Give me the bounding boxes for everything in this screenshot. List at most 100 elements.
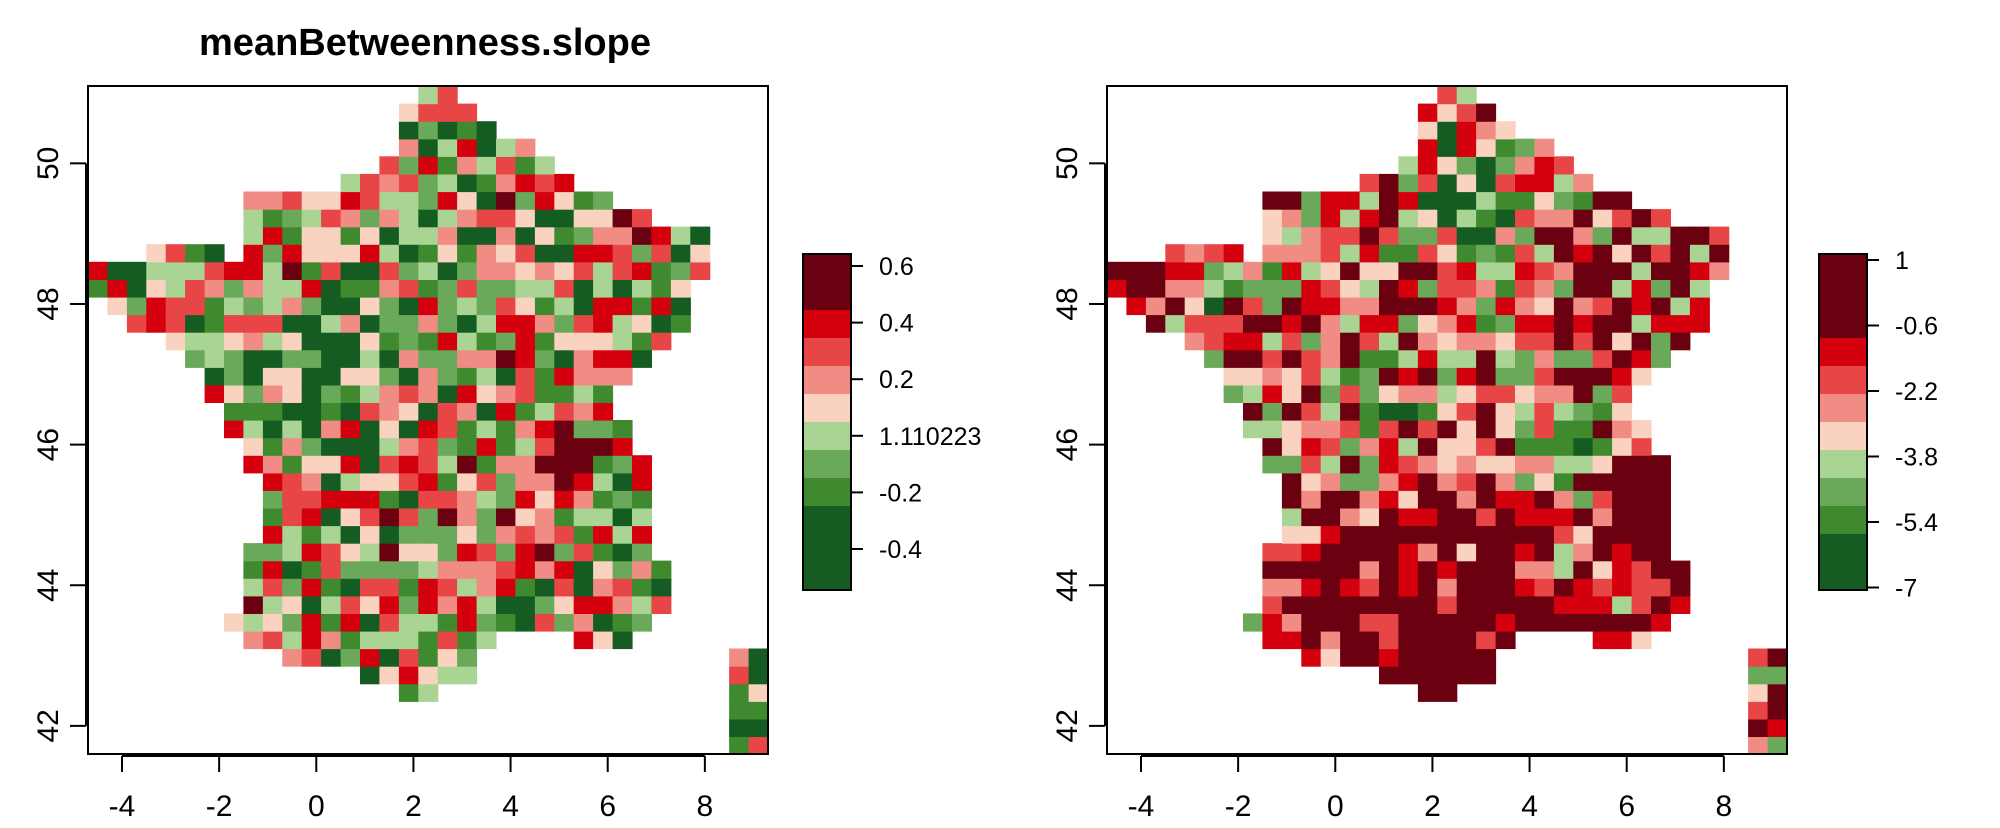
heatmap-cell [1573,296,1594,316]
heatmap-cell [379,666,400,685]
heatmap-cell [593,261,614,280]
heatmap-cell [1437,455,1458,474]
heatmap-cell [457,578,478,597]
heatmap-cell [1651,349,1671,368]
heatmap-cell [457,490,478,509]
heatmap-cell [146,279,167,298]
heatmap-cell [321,595,342,614]
heatmap-cell [612,314,633,333]
heatmap-cell [1281,402,1302,421]
heatmap-cell [1379,613,1399,632]
heatmap-cell [262,261,283,280]
heatmap-cell [1534,543,1555,562]
heatmap-cell [457,472,478,491]
heatmap-cell [1534,138,1555,157]
heatmap-cell [243,209,264,228]
heatmap-cell [573,472,594,491]
heatmap-cell [1495,138,1516,157]
heatmap-cell [418,86,439,105]
heatmap-cell [457,279,478,298]
heatmap-cell [1495,314,1516,333]
heatmap-cell [1359,191,1380,210]
heatmap-cell [1612,349,1633,368]
heatmap-cell [224,402,244,421]
heatmap-cell [379,173,400,193]
heatmap-cell [515,613,536,632]
heatmap-cell [1767,736,1788,755]
heatmap-cell [282,543,303,562]
heatmap-cell [1281,472,1302,491]
legend-label: -5.4 [1895,509,1938,537]
heatmap-cell [321,209,342,228]
heatmap-cell [243,402,264,421]
plot-frame [1106,85,1788,755]
heatmap-cell [379,296,400,316]
heatmap-cell [321,490,342,509]
heatmap-cell [1456,138,1477,157]
heatmap-cell [1534,296,1555,316]
heatmap-cell [1379,666,1399,685]
heatmap-cell [165,279,186,298]
heatmap-cell [1301,595,1322,614]
heatmap-cell [1340,613,1361,632]
x-tick-label: 4 [1521,790,1538,823]
heatmap-cell [1495,630,1516,650]
heatmap-cell [612,367,633,386]
heatmap-cell [593,437,614,456]
legend-swatch [803,366,851,395]
heatmap-cell [1592,296,1613,316]
heatmap-cell [1612,543,1633,562]
heatmap-cell [573,437,594,456]
heatmap-cell [1592,560,1613,579]
heatmap-cell [1612,455,1633,474]
heatmap-cell [262,279,283,298]
heatmap-cell [1631,578,1652,597]
heatmap-cell [1340,384,1361,403]
heatmap-cell [1262,630,1283,650]
heatmap-cell [1437,384,1458,403]
heatmap-cell [321,560,342,579]
heatmap-cell [612,296,633,316]
heatmap-cell [1592,420,1613,439]
heatmap-cell [632,613,652,632]
x-tick-label: 6 [1618,790,1635,823]
heatmap-cell [651,314,672,333]
heatmap-cell [1553,455,1574,474]
heatmap-cell [1515,314,1535,333]
legend-swatch [803,478,851,507]
heatmap-cell [1476,314,1497,333]
heatmap-cell [282,630,303,650]
heatmap-cell [1262,437,1283,456]
heatmap-cell [1359,560,1380,579]
heatmap-cell [476,209,497,228]
heatmap-cell [515,367,536,386]
heatmap-cell [593,349,614,368]
heatmap-cell [670,261,691,280]
heatmap-cell [1534,455,1555,474]
heatmap-cell [1320,437,1341,456]
heatmap-cell [496,244,516,263]
heatmap-cell [1748,683,1769,702]
heatmap-cell [340,490,361,509]
heatmap-cell [573,420,594,439]
heatmap-cell [476,138,497,157]
heatmap-cell [282,560,303,579]
heatmap-cell [496,402,516,421]
heatmap-cell [534,244,555,263]
heatmap-cell [1612,226,1633,245]
heatmap-cell [1456,437,1477,456]
heatmap-cell [534,613,555,632]
heatmap-cell [437,543,458,562]
heatmap-cell [496,173,516,193]
heatmap-cell [457,543,478,562]
heatmap-cell [1417,543,1438,562]
heatmap-cell [476,279,497,298]
heatmap-cell [573,384,594,403]
heatmap-cell [651,261,672,280]
heatmap-cell [496,455,516,474]
heatmap-cell [301,367,322,386]
heatmap-cell [1301,543,1322,562]
heatmap-cell [1398,244,1419,263]
heatmap-cell [593,296,614,316]
